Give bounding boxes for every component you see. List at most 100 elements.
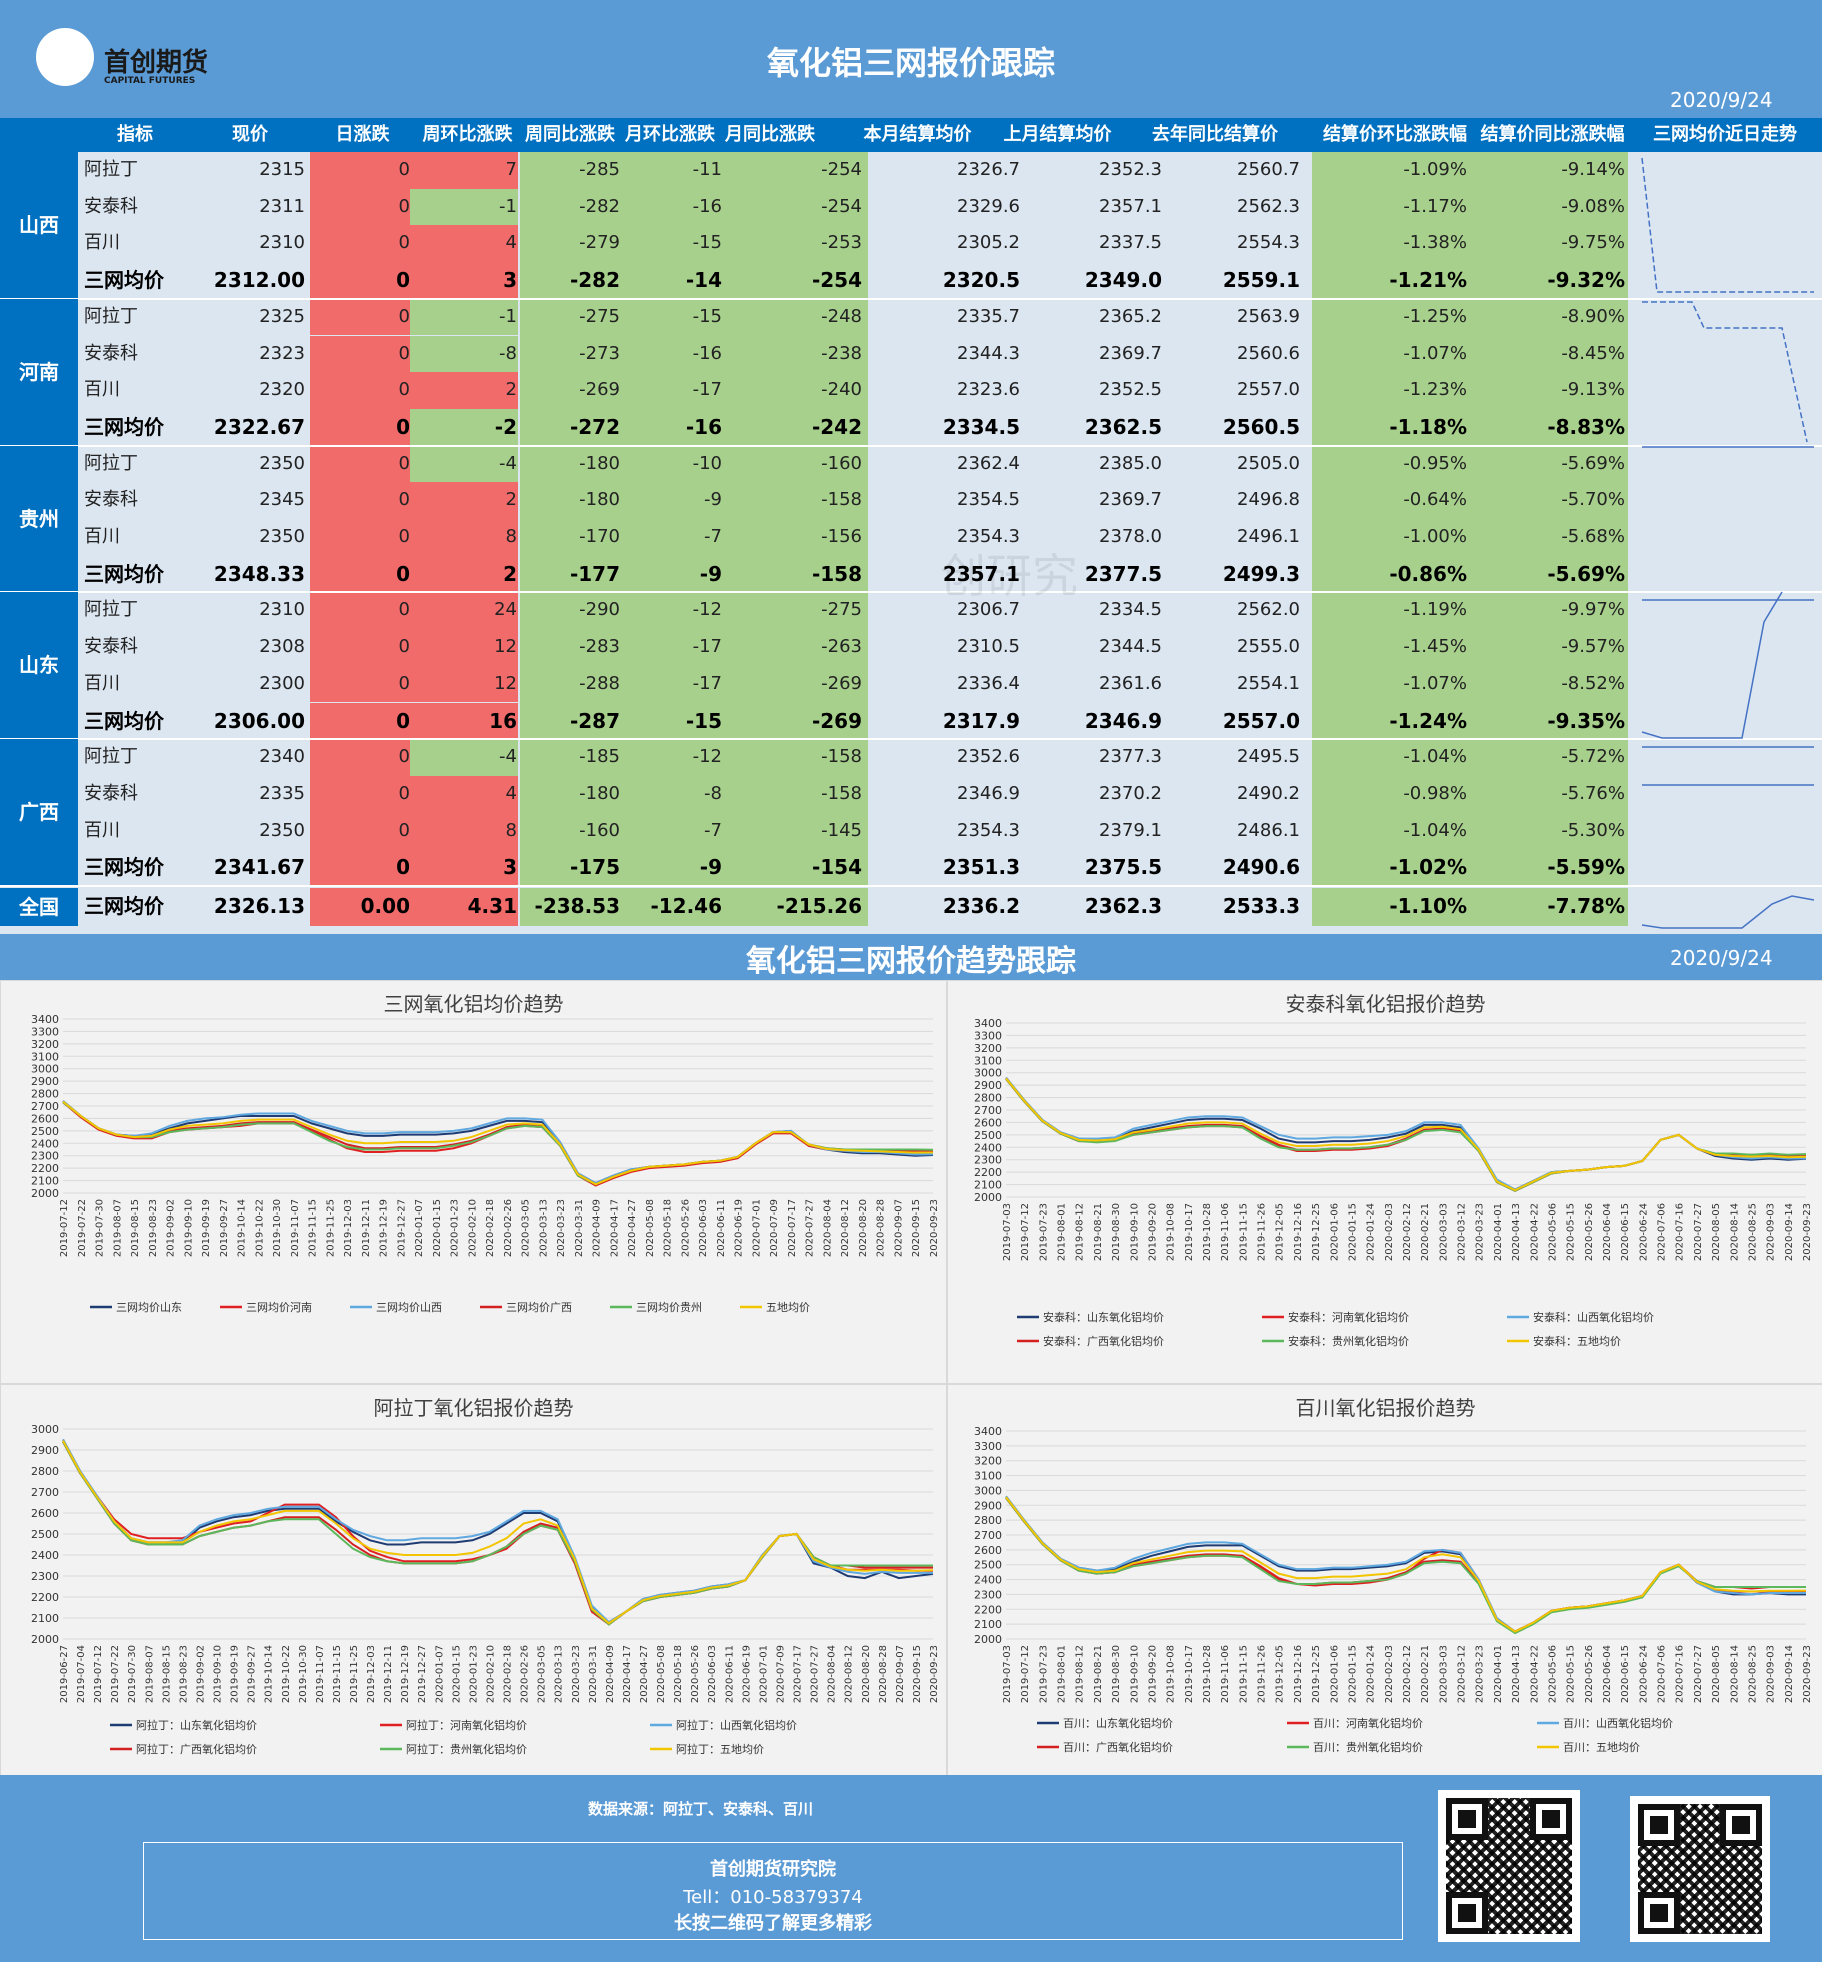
x-tick-label: 2020-03-13: [538, 1199, 549, 1257]
table-cell: -254: [821, 195, 862, 217]
x-tick-label: 2019-09-27: [247, 1645, 258, 1703]
column-header: 周同比涨跌: [525, 124, 615, 145]
table-cell: 0: [398, 782, 410, 804]
x-tick-label: 2020-05-06: [1547, 1203, 1558, 1261]
color-band: [520, 739, 868, 886]
table-cell: -272: [569, 414, 620, 439]
x-tick-label: 2020-08-14: [1729, 1203, 1740, 1261]
x-tick-label: 2019-12-19: [379, 1199, 390, 1257]
table-cell: -288: [579, 672, 620, 694]
table-cell: 2310: [259, 599, 305, 621]
report-date: 2020/9/24: [1670, 88, 1773, 112]
table-cell: 0: [398, 819, 410, 841]
x-tick-label: 2019-07-22: [110, 1645, 121, 1703]
table-cell: 2354.3: [957, 819, 1020, 841]
x-tick-label: 2019-08-01: [1057, 1203, 1068, 1261]
x-tick-label: 2019-07-12: [1020, 1645, 1031, 1703]
table-cell: 2563.9: [1237, 305, 1300, 327]
table-cell: 2369.7: [1099, 489, 1162, 511]
table-cell: -1: [499, 305, 517, 327]
row-name: 百川: [84, 379, 120, 401]
table-cell: 2351.3: [942, 855, 1020, 880]
table-cell: -160: [579, 819, 620, 841]
color-band: [310, 262, 410, 299]
y-tick-label: 2400: [31, 1549, 59, 1562]
x-tick-label: 2019-12-11: [361, 1199, 372, 1257]
series-line: [1005, 1077, 1807, 1192]
x-tick-label: 2019-10-08: [1166, 1645, 1177, 1703]
table-cell: 8: [505, 526, 517, 547]
x-tick-label: 2020-06-15: [1620, 1645, 1631, 1703]
table-cell: -9: [704, 489, 722, 511]
table-cell: 2337.5: [1099, 232, 1162, 254]
qr-code-icon[interactable]: [1438, 1790, 1580, 1942]
x-tick-label: 2020-09-07: [893, 1199, 904, 1257]
table-cell: 8: [505, 819, 517, 841]
row-name: 三网均价: [84, 414, 164, 439]
table-cell: -1.19%: [1403, 599, 1467, 621]
x-tick-label: 2019-11-25: [325, 1199, 336, 1257]
legend-label: 百川：山西氧化铝均价: [1563, 1716, 1673, 1730]
x-tick-label: 2020-03-03: [1438, 1203, 1449, 1261]
y-tick-label: 3300: [974, 1440, 1002, 1453]
color-band: [520, 592, 868, 740]
y-tick-label: 3000: [31, 1063, 59, 1076]
table-cell: 2562.0: [1237, 599, 1300, 621]
chart-panel-baichuan: 百川氧化铝报价趋势 2000 2100 2200 2300 2400 2500 2600 270…: [947, 1384, 1822, 1777]
x-tick-label: 2019-08-07: [112, 1199, 123, 1257]
x-tick-label: 2020-02-21: [1420, 1203, 1431, 1261]
color-band: [1312, 445, 1628, 593]
x-tick-label: 2019-11-15: [1238, 1645, 1249, 1703]
x-tick-label: 2019-11-15: [332, 1645, 343, 1703]
legend-label: 安泰科：山西氧化铝均价: [1533, 1310, 1654, 1324]
sparkline: [1641, 895, 1815, 929]
x-tick-label: 2020-01-23: [468, 1645, 479, 1703]
y-tick-label: 2800: [974, 1092, 1002, 1105]
table-cell: -0.86%: [1389, 561, 1467, 586]
x-tick-label: 2020-02-18: [503, 1645, 514, 1703]
row-name: 三网均价: [84, 561, 164, 586]
x-tick-label: 2020-05-15: [1566, 1645, 1577, 1703]
x-tick-label: 2019-07-22: [77, 1199, 88, 1257]
x-tick-label: 2020-08-28: [878, 1645, 889, 1703]
x-tick-label: 2019-08-30: [1111, 1203, 1122, 1261]
row-name: 阿拉丁: [84, 159, 138, 180]
y-tick-label: 2900: [31, 1444, 59, 1457]
x-tick-label: 2020-06-03: [698, 1199, 709, 1257]
legend-label: 百川：五地均价: [1563, 1741, 1640, 1754]
table-cell: -8.90%: [1561, 305, 1625, 327]
color-band: [310, 629, 410, 666]
y-tick-label: 2500: [31, 1125, 59, 1138]
table-cell: 12: [494, 672, 517, 694]
x-tick-label: 2019-10-22: [281, 1645, 292, 1703]
column-header: 指标: [117, 124, 153, 145]
table-cell: 2336.4: [957, 672, 1020, 694]
table-cell: 0: [396, 561, 410, 586]
table-cell: 0: [398, 489, 410, 511]
row-name: 三网均价: [84, 855, 164, 880]
qr-code-icon-2[interactable]: [1630, 1796, 1770, 1942]
row-name: 安泰科: [84, 782, 138, 804]
column-header: 周环比涨跌: [422, 124, 513, 145]
y-tick-label: 3100: [974, 1054, 1002, 1067]
y-tick-label: 2200: [31, 1591, 59, 1604]
table-cell: -158: [821, 746, 862, 768]
row-name: 安泰科: [84, 636, 138, 658]
y-tick-label: 2000: [31, 1633, 59, 1646]
table-cell: 2326.13: [213, 894, 305, 918]
table-cell: 2385.0: [1099, 452, 1162, 474]
x-tick-label: 2020-04-22: [1529, 1203, 1540, 1261]
y-tick-label: 2300: [974, 1154, 1002, 1167]
color-band: [410, 702, 518, 740]
legend-label: 安泰科：广西氧化铝均价: [1043, 1334, 1164, 1348]
table-cell: 2334.5: [942, 414, 1020, 439]
y-tick-label: 2600: [974, 1544, 1002, 1557]
x-tick-label: 2020-03-23: [1475, 1203, 1486, 1261]
table-cell: -282: [579, 195, 620, 217]
table-cell: -2: [494, 414, 517, 439]
table-cell: -9.35%: [1547, 708, 1625, 733]
chart-panel-avg: 三网氧化铝均价趋势 2000 2100 2200 2300 2400 2500 2600 270…: [0, 980, 947, 1384]
legend-label: 百川：广西氧化铝均价: [1063, 1740, 1173, 1754]
table-cell: -254: [821, 159, 862, 180]
table-cell: -156: [821, 526, 862, 547]
